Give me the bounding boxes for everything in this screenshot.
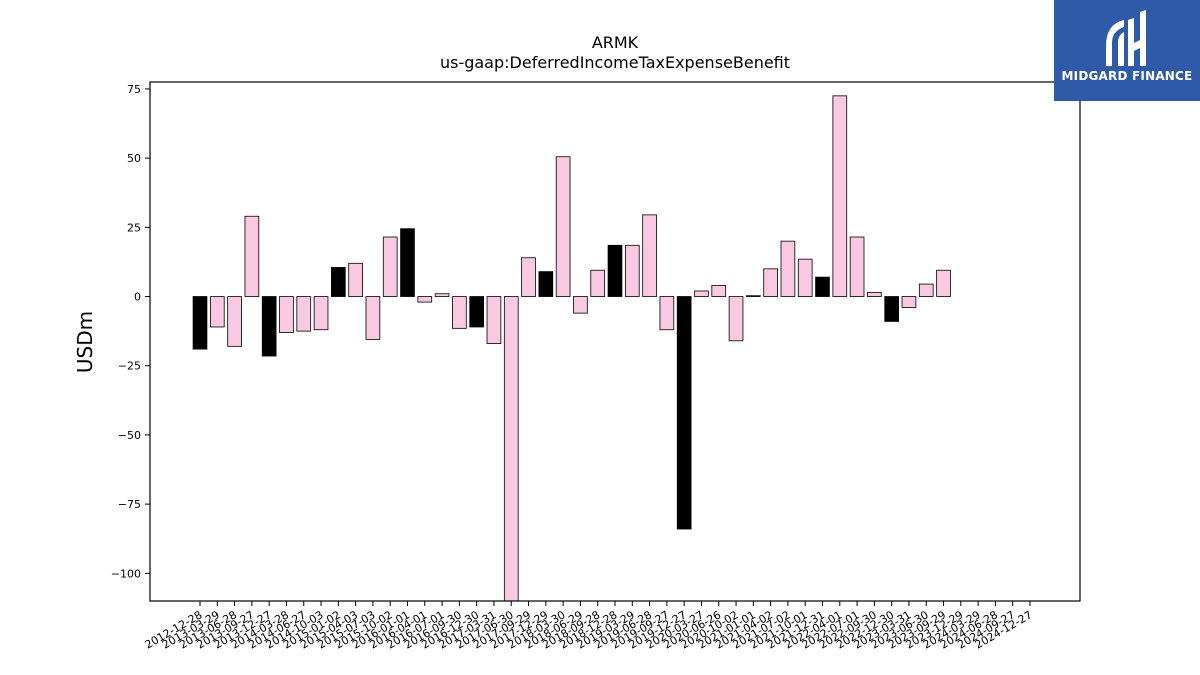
bar xyxy=(849,236,865,297)
bar xyxy=(538,271,554,297)
bar xyxy=(901,296,917,308)
plot-frame xyxy=(149,81,1081,602)
bar xyxy=(746,295,761,297)
bar xyxy=(313,296,329,331)
bar xyxy=(469,296,484,328)
bar xyxy=(918,283,934,297)
bar xyxy=(711,285,727,297)
bar xyxy=(365,296,381,340)
bar xyxy=(244,215,260,297)
bar xyxy=(607,244,623,297)
bar xyxy=(192,296,208,350)
bar xyxy=(832,95,848,297)
bar xyxy=(763,268,778,297)
bar xyxy=(884,296,899,322)
bar xyxy=(227,296,242,347)
bar xyxy=(417,296,433,303)
bar xyxy=(209,296,225,328)
bar xyxy=(797,258,813,297)
bar xyxy=(624,244,640,297)
logo-mark-icon xyxy=(1106,10,1146,66)
bar xyxy=(331,267,346,297)
y-tick-label: 25 xyxy=(127,221,141,234)
bar xyxy=(279,296,294,333)
y-tick-label: 75 xyxy=(127,83,141,96)
chart-title: ARMK xyxy=(592,33,639,52)
bar xyxy=(400,228,415,297)
bar xyxy=(261,296,277,357)
bar xyxy=(676,296,692,530)
bar xyxy=(486,296,502,344)
bar xyxy=(452,296,467,329)
y-axis-label: USDm xyxy=(73,311,97,373)
bar xyxy=(815,276,830,297)
bar xyxy=(780,240,796,297)
bar xyxy=(590,269,606,297)
y-axis-ticks: 75 50 25 0 −25 −50 −75 −100 xyxy=(111,83,150,580)
bar xyxy=(503,296,519,602)
y-tick-label: −25 xyxy=(118,360,141,373)
bar xyxy=(296,296,312,332)
bar xyxy=(642,214,657,297)
y-tick-label: −100 xyxy=(111,567,141,580)
y-tick-label: 0 xyxy=(134,291,141,304)
bar xyxy=(728,296,744,342)
bar xyxy=(936,269,951,297)
midgard-finance-logo: MIDGARD FINANCE xyxy=(1054,0,1200,101)
chart-subtitle: us-gaap:DeferredIncomeTaxExpenseBenefit xyxy=(440,53,790,72)
y-tick-label: −75 xyxy=(118,498,141,511)
bar xyxy=(694,290,709,297)
x-axis-ticks: 2012-12-282013-03-292013-06-282013-09-27… xyxy=(143,601,1035,652)
bar xyxy=(382,236,398,297)
y-tick-label: 50 xyxy=(127,152,141,165)
bar xyxy=(573,296,588,314)
bar xyxy=(521,257,536,297)
bar xyxy=(348,262,363,297)
y-tick-label: −50 xyxy=(118,429,141,442)
bar xyxy=(867,291,882,297)
bar xyxy=(434,293,450,297)
bar-series xyxy=(192,95,951,602)
bar xyxy=(555,156,571,297)
bar xyxy=(659,296,675,331)
brand-name: MIDGARD FINANCE xyxy=(1061,69,1193,83)
